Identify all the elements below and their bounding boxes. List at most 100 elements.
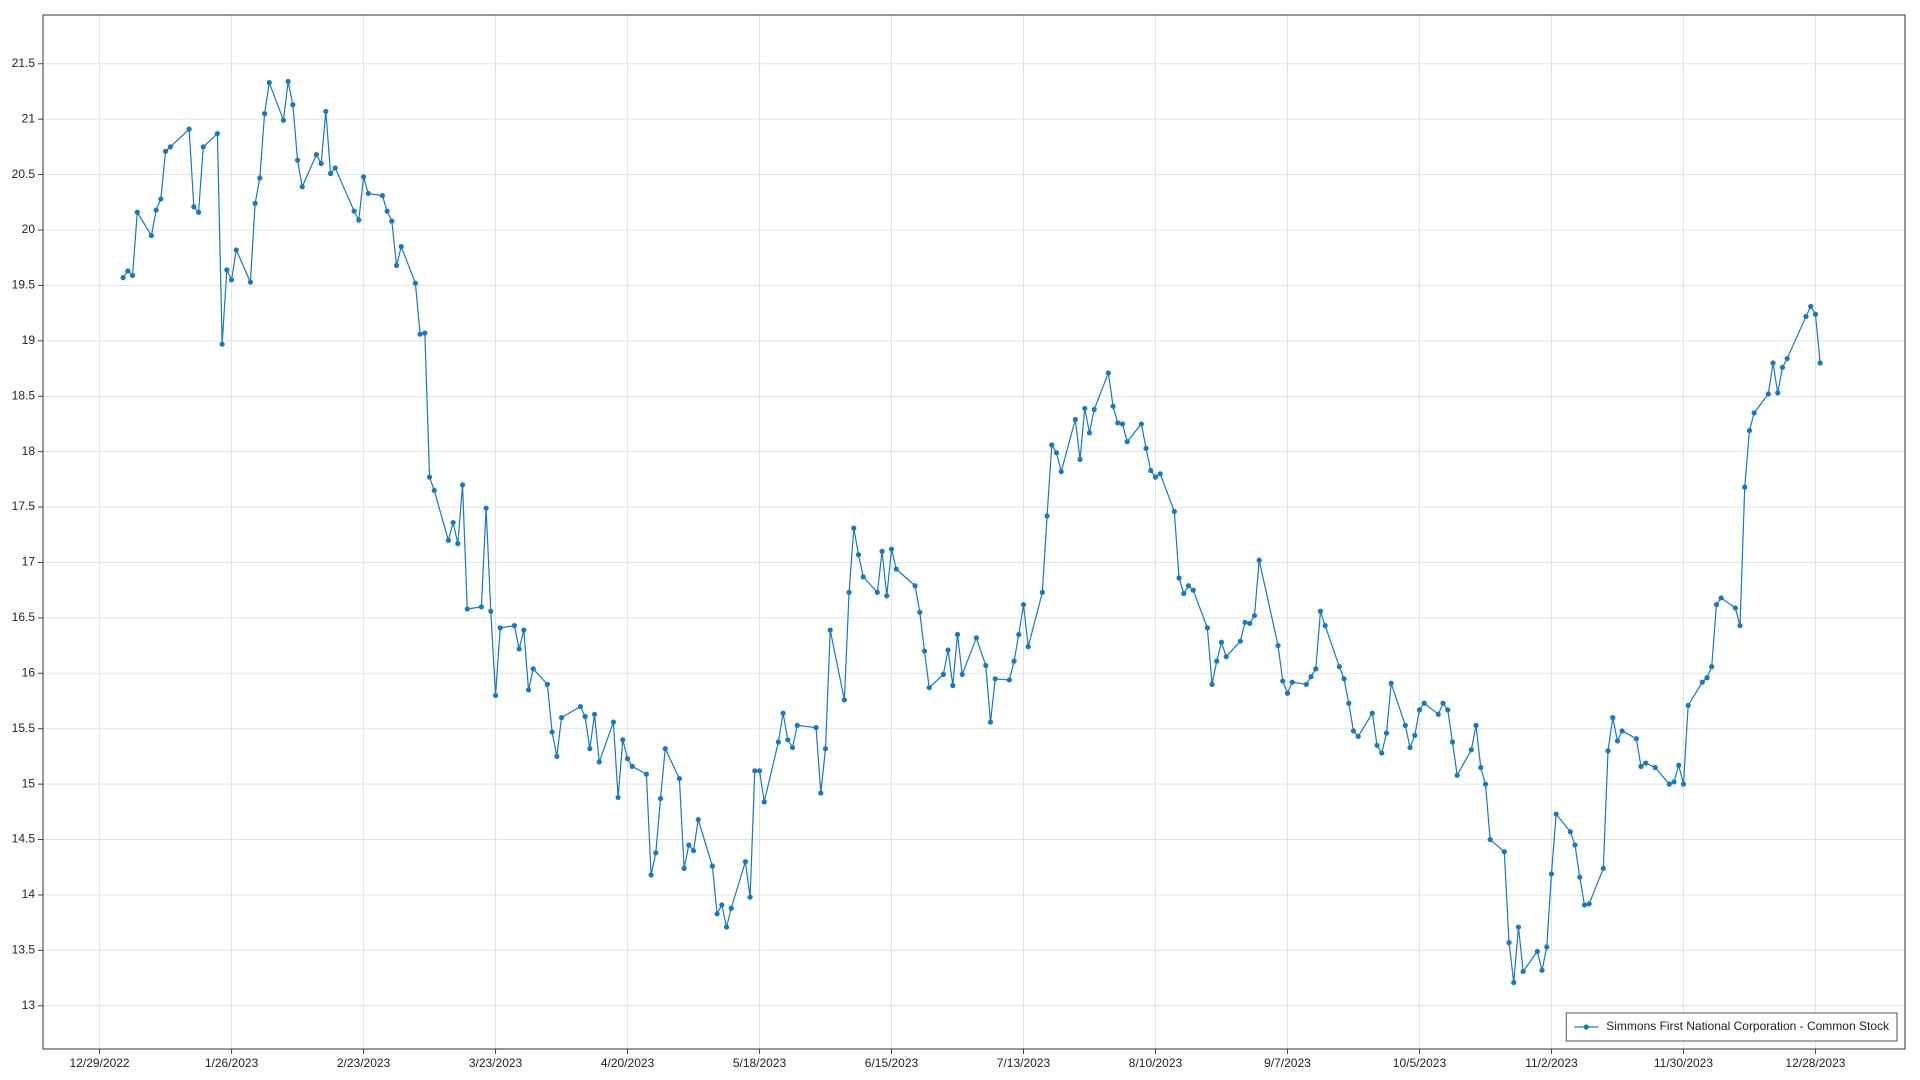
data-point — [1803, 313, 1809, 320]
data-point — [780, 710, 786, 716]
data-point — [120, 275, 126, 281]
data-point — [1676, 762, 1682, 768]
series-line — [122, 80, 1821, 983]
data-point — [228, 277, 235, 283]
data-point — [134, 209, 140, 215]
data-point — [1567, 829, 1573, 835]
data-point — [455, 541, 461, 547]
y-tick-label: 17.5 — [12, 499, 36, 513]
data-point — [153, 207, 159, 213]
data-point — [1218, 639, 1225, 645]
data-point — [558, 715, 565, 721]
data-point — [521, 627, 527, 633]
data-point — [959, 671, 965, 678]
data-point — [360, 174, 367, 180]
data-point — [827, 627, 833, 633]
data-point — [1553, 811, 1559, 817]
data-point — [1383, 730, 1390, 736]
y-tick-label: 21.5 — [12, 56, 36, 70]
data-point — [525, 687, 532, 693]
y-tick-label: 15.5 — [12, 721, 36, 735]
data-point — [747, 894, 753, 900]
data-point — [1511, 979, 1517, 986]
x-tick-label: 5/18/2023 — [733, 1056, 787, 1070]
y-tick-label: 18.5 — [12, 388, 36, 402]
data-point — [1058, 469, 1064, 475]
data-point — [1313, 666, 1319, 672]
data-point — [1685, 702, 1691, 709]
data-point — [681, 865, 687, 871]
data-point — [431, 487, 437, 494]
data-point — [511, 623, 517, 629]
data-point — [620, 737, 626, 743]
data-point — [822, 746, 829, 752]
data-point — [855, 552, 862, 558]
data-point — [1718, 595, 1724, 601]
data-point — [1322, 623, 1328, 629]
data-point — [200, 144, 206, 150]
data-point — [1680, 781, 1687, 787]
y-tick-label: 17 — [22, 555, 36, 569]
data-point — [1808, 303, 1814, 310]
data-point — [1440, 700, 1446, 706]
data-point — [846, 589, 852, 595]
data-point — [1605, 748, 1611, 754]
data-point — [1072, 416, 1078, 423]
data-point — [445, 537, 451, 543]
data-point — [257, 175, 263, 181]
x-tick-label: 7/13/2023 — [997, 1056, 1051, 1070]
data-point — [464, 606, 470, 612]
data-point — [1115, 420, 1121, 426]
data-point — [1643, 760, 1649, 766]
y-tick-label: 16.5 — [12, 610, 36, 624]
data-point — [1732, 605, 1738, 611]
data-point — [1152, 474, 1159, 480]
data-point — [1379, 750, 1385, 756]
data-point — [1770, 360, 1776, 366]
data-point — [1586, 901, 1592, 907]
data-point — [893, 566, 899, 572]
data-point — [280, 117, 287, 123]
data-point — [219, 341, 225, 347]
data-point — [1039, 589, 1045, 595]
data-point — [723, 924, 730, 930]
data-point — [323, 108, 329, 115]
data-point — [1256, 557, 1262, 563]
data-point — [874, 589, 880, 595]
data-point — [1336, 664, 1342, 670]
data-point — [917, 609, 923, 615]
data-point — [1204, 625, 1210, 631]
data-point — [488, 608, 494, 614]
data-point — [926, 685, 932, 691]
data-point — [950, 682, 956, 689]
data-point — [690, 848, 697, 854]
data-point — [1341, 676, 1347, 682]
data-point — [1157, 471, 1163, 477]
data-point — [1402, 722, 1408, 728]
data-point — [1487, 836, 1493, 843]
data-point — [125, 268, 131, 274]
data-point — [756, 768, 763, 774]
data-point — [422, 330, 428, 336]
x-tick-label: 11/2/2023 — [1525, 1056, 1578, 1070]
data-point — [714, 911, 720, 917]
x-tick-label: 10/5/2023 — [1393, 1056, 1447, 1070]
data-point — [596, 759, 602, 765]
data-point — [1355, 733, 1361, 740]
x-tick-label: 2/23/2023 — [337, 1056, 391, 1070]
data-point — [1011, 658, 1017, 664]
data-point — [992, 676, 998, 682]
data-point — [1124, 439, 1130, 445]
data-point — [191, 204, 197, 210]
data-point — [695, 816, 701, 823]
data-point — [1110, 403, 1116, 409]
x-tick-label: 12/29/2022 — [70, 1056, 130, 1070]
data-point — [1346, 700, 1352, 706]
data-point — [1520, 968, 1526, 975]
data-point — [1638, 763, 1644, 769]
data-point — [1251, 613, 1258, 619]
data-point — [1600, 865, 1606, 871]
data-point — [450, 519, 456, 526]
data-point — [657, 795, 664, 802]
data-point — [624, 756, 631, 762]
